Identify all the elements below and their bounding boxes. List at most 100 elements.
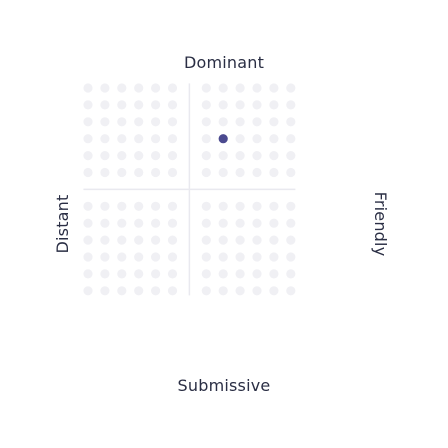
grid-dot[interactable]: [201, 252, 211, 262]
grid-dot[interactable]: [201, 218, 211, 228]
grid-dot[interactable]: [100, 134, 110, 144]
grid-dot[interactable]: [167, 167, 178, 178]
dot-grid-points[interactable]: [83, 83, 296, 296]
grid-dot[interactable]: [100, 151, 110, 161]
grid-dot[interactable]: [252, 117, 262, 127]
grid-dot[interactable]: [235, 151, 245, 161]
grid-dot[interactable]: [252, 286, 262, 296]
grid-dot[interactable]: [134, 235, 144, 245]
grid-dot[interactable]: [235, 83, 245, 93]
grid-dot[interactable]: [100, 83, 110, 93]
grid-dot[interactable]: [269, 286, 279, 296]
grid-dot[interactable]: [167, 252, 178, 262]
grid-dot[interactable]: [100, 252, 110, 262]
grid-dot[interactable]: [117, 218, 127, 228]
grid-dot[interactable]: [269, 269, 279, 279]
grid-dot[interactable]: [286, 83, 296, 93]
grid-dot[interactable]: [134, 252, 144, 262]
grid-dot[interactable]: [100, 269, 110, 279]
grid-dot[interactable]: [235, 134, 245, 144]
grid-dot[interactable]: [117, 201, 127, 211]
grid-dot[interactable]: [235, 100, 245, 110]
grid-dot[interactable]: [252, 269, 262, 279]
grid-dot[interactable]: [218, 218, 228, 228]
grid-dot[interactable]: [269, 151, 279, 161]
grid-dot[interactable]: [167, 134, 178, 144]
grid-dot[interactable]: [201, 269, 211, 279]
grid-dot[interactable]: [151, 252, 161, 262]
grid-dot[interactable]: [117, 269, 127, 279]
grid-dot[interactable]: [201, 151, 211, 161]
grid-dot[interactable]: [201, 235, 211, 245]
grid-dot[interactable]: [286, 286, 296, 296]
grid-dot[interactable]: [235, 252, 245, 262]
grid-dot[interactable]: [167, 83, 178, 93]
grid-dot[interactable]: [167, 117, 178, 127]
grid-dot[interactable]: [252, 252, 262, 262]
grid-dot[interactable]: [151, 83, 161, 93]
grid-dot[interactable]: [134, 269, 144, 279]
grid-dot[interactable]: [286, 201, 296, 211]
grid-dot[interactable]: [218, 286, 228, 296]
grid-dot[interactable]: [252, 83, 262, 93]
grid-dot[interactable]: [151, 167, 161, 178]
grid-dot[interactable]: [235, 235, 245, 245]
grid-dot[interactable]: [218, 100, 228, 110]
grid-dot[interactable]: [201, 83, 211, 93]
grid-dot[interactable]: [117, 100, 127, 110]
grid-dot[interactable]: [269, 134, 279, 144]
grid-dot[interactable]: [83, 269, 93, 279]
grid-dot[interactable]: [83, 286, 93, 296]
grid-dot[interactable]: [151, 235, 161, 245]
grid-dot[interactable]: [134, 286, 144, 296]
grid-dot[interactable]: [134, 134, 144, 144]
grid-dot[interactable]: [167, 218, 178, 228]
grid-dot[interactable]: [167, 286, 178, 296]
grid-dot[interactable]: [117, 252, 127, 262]
grid-dot[interactable]: [252, 235, 262, 245]
grid-dot[interactable]: [286, 100, 296, 110]
grid-dot[interactable]: [100, 235, 110, 245]
grid-dot[interactable]: [151, 201, 161, 211]
grid-dot[interactable]: [286, 134, 296, 144]
grid-dot[interactable]: [252, 167, 262, 178]
grid-dot[interactable]: [269, 252, 279, 262]
grid-dot[interactable]: [100, 117, 110, 127]
grid-dot[interactable]: [83, 134, 93, 144]
grid-dot[interactable]: [134, 100, 144, 110]
grid-dot[interactable]: [134, 218, 144, 228]
grid-dot[interactable]: [134, 117, 144, 127]
grid-dot[interactable]: [201, 167, 211, 178]
grid-dot[interactable]: [151, 117, 161, 127]
grid-dot[interactable]: [269, 83, 279, 93]
grid-dot[interactable]: [235, 286, 245, 296]
grid-dot[interactable]: [286, 235, 296, 245]
grid-dot[interactable]: [100, 286, 110, 296]
grid-dot[interactable]: [218, 235, 228, 245]
grid-dot[interactable]: [269, 167, 279, 178]
grid-dot[interactable]: [83, 151, 93, 161]
grid-dot[interactable]: [117, 235, 127, 245]
grid-dot[interactable]: [83, 83, 93, 93]
grid-dot[interactable]: [235, 117, 245, 127]
grid-dot[interactable]: [235, 218, 245, 228]
grid-dot[interactable]: [83, 100, 93, 110]
grid-dot[interactable]: [201, 201, 211, 211]
grid-dot[interactable]: [201, 286, 211, 296]
grid-dot[interactable]: [117, 167, 127, 178]
grid-dot[interactable]: [252, 218, 262, 228]
grid-dot[interactable]: [286, 167, 296, 178]
grid-dot[interactable]: [286, 151, 296, 161]
grid-dot[interactable]: [269, 235, 279, 245]
grid-dot[interactable]: [83, 218, 93, 228]
grid-dot[interactable]: [252, 100, 262, 110]
grid-dot[interactable]: [100, 218, 110, 228]
grid-dot[interactable]: [83, 201, 93, 211]
grid-dot[interactable]: [286, 269, 296, 279]
grid-dot[interactable]: [134, 83, 144, 93]
grid-dot[interactable]: [218, 83, 228, 93]
grid-dot[interactable]: [134, 151, 144, 161]
grid-dot[interactable]: [117, 117, 127, 127]
grid-dot[interactable]: [201, 100, 211, 110]
